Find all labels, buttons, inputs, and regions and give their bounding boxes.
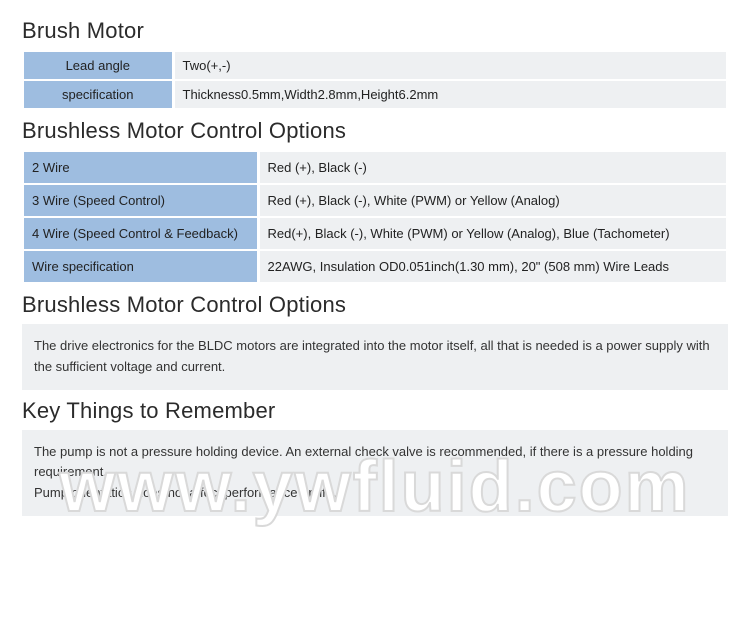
note-bmco: The drive electronics for the BLDC motor… [22,324,728,390]
cell-value: Thickness0.5mm,Width2.8mm,Height6.2mm [173,80,727,109]
table-row: specification Thickness0.5mm,Width2.8mm,… [23,80,727,109]
cell-value: Red(+), Black (-), White (PWM) or Yellow… [258,217,727,250]
brush-motor-table: Lead angle Two(+,-) specification Thickn… [22,50,728,110]
heading-key-things: Key Things to Remember [22,398,728,424]
table-row: 4 Wire (Speed Control & Feedback) Red(+)… [23,217,727,250]
heading-bmco-table: Brushless Motor Control Options [22,118,728,144]
cell-label: 4 Wire (Speed Control & Feedback) [23,217,258,250]
table-row: 3 Wire (Speed Control) Red (+), Black (-… [23,184,727,217]
table-row: Wire specification 22AWG, Insulation OD0… [23,250,727,283]
cell-value: 22AWG, Insulation OD0.051inch(1.30 mm), … [258,250,727,283]
cell-label: Lead angle [23,51,173,80]
heading-brush-motor: Brush Motor [22,18,728,44]
cell-label: Wire specification [23,250,258,283]
bmco-table: 2 Wire Red (+), Black (-) 3 Wire (Speed … [22,150,728,284]
cell-value: Red (+), Black (-) [258,151,727,184]
cell-value: Two(+,-) [173,51,727,80]
table-row: Lead angle Two(+,-) [23,51,727,80]
cell-label: 2 Wire [23,151,258,184]
note-key-things: The pump is not a pressure holding devic… [22,430,728,516]
heading-bmco-note: Brushless Motor Control Options [22,292,728,318]
table-row: 2 Wire Red (+), Black (-) [23,151,727,184]
cell-label: 3 Wire (Speed Control) [23,184,258,217]
cell-label: specification [23,80,173,109]
cell-value: Red (+), Black (-), White (PWM) or Yello… [258,184,727,217]
